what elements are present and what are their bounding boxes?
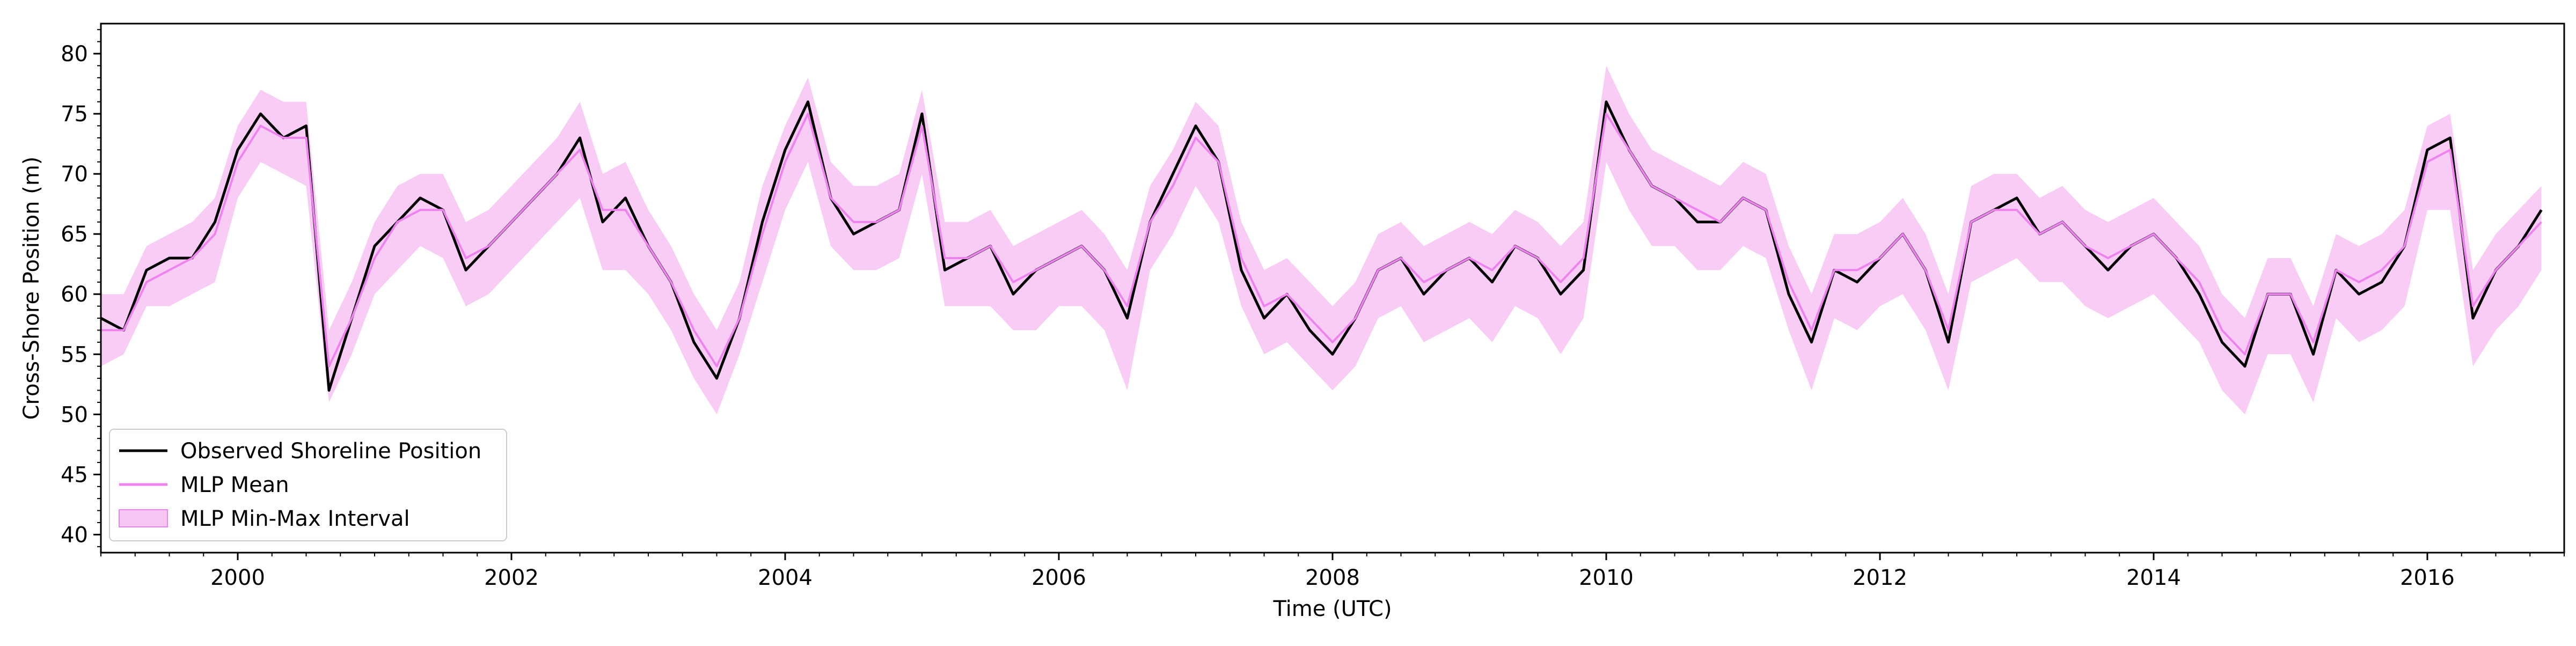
x-tick-label: 2008 [1305, 566, 1360, 590]
x-tick-label: 2016 [2400, 566, 2455, 590]
y-tick-label: 80 [61, 42, 88, 67]
series-layer [100, 65, 2543, 415]
x-tick-label: 2002 [484, 566, 539, 590]
legend-mlp-mean-label: MLP Mean [180, 473, 289, 497]
x-axis-label: Time (UTC) [1272, 597, 1392, 621]
y-tick-label: 70 [61, 162, 88, 187]
x-tick-label: 2000 [210, 566, 265, 590]
legend-interval-patch [119, 509, 168, 527]
legend: Observed Shoreline Position MLP Mean MLP… [109, 429, 507, 541]
legend-box [109, 429, 507, 541]
y-axis-label: Cross-Shore Position (m) [19, 157, 44, 420]
y-tick-label: 65 [61, 222, 88, 247]
y-tick-label: 55 [61, 342, 88, 367]
mlp-mean-line [101, 113, 2542, 368]
legend-interval-label: MLP Min-Max Interval [180, 506, 410, 531]
axis-layer: 2000 2002 2004 2006 2008 2010 2012 2014 2016 40 45… [61, 29, 2565, 590]
y-tick-label: 50 [61, 402, 88, 427]
x-tick-label: 2006 [1031, 566, 1086, 590]
legend-observed-label: Observed Shoreline Position [180, 439, 481, 464]
x-tick-label: 2012 [1853, 566, 1907, 590]
x-tick-label: 2004 [758, 566, 813, 590]
y-tick-label: 45 [61, 463, 88, 487]
mlp-minmax-interval-band [101, 65, 2542, 415]
y-tick-label: 60 [61, 282, 88, 307]
x-tick-label: 2010 [1579, 566, 1634, 590]
y-tick-label: 75 [61, 102, 88, 127]
y-tick-label: 40 [61, 523, 88, 547]
x-tick-label: 2014 [2126, 566, 2181, 590]
